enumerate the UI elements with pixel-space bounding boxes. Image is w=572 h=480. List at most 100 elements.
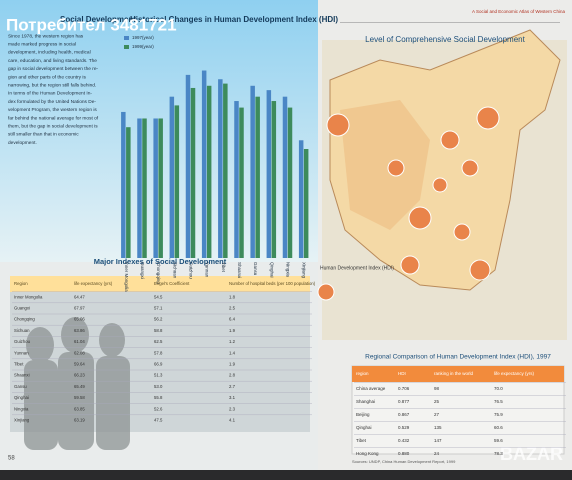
table-cell: 2.5 [229,306,236,311]
table-cell: 62.5 [154,339,163,344]
table-cell: Guizhou [14,339,31,344]
table-cell: 63.86 [74,328,85,333]
right-table-header-bg [352,366,564,382]
bar [158,118,163,258]
bar [137,118,142,258]
table-cell: 55.8 [154,395,163,400]
table-cell: 66.9 [154,362,163,367]
table-cell: Inner Mongolia [14,294,43,299]
watermark: Потребител 3481721 [6,15,177,34]
x-tick-label: Qinghai [269,262,274,278]
table-cell: 70.0 [494,386,503,391]
body-line: still smaller than that in economic [8,132,79,138]
bar [234,101,239,258]
table-cell: 2.3 [229,406,236,411]
table-cell: 27 [434,412,440,417]
table-cell: 59.64 [74,362,85,367]
table-cell: 63.85 [74,406,85,411]
bar [153,118,158,258]
silhouettes [24,317,130,450]
table-cell: 3.1 [229,395,236,400]
table-cell: China average [356,386,386,391]
table-cell: 57.8 [154,350,163,355]
table-cell: 57.1 [154,306,163,311]
table-cell: 56.2 [154,317,163,322]
table-cell: Gansu [14,384,27,389]
table-cell: 0.867 [398,412,410,417]
table-cell: 135 [434,425,442,430]
table-cell: 66.23 [74,373,85,378]
bar [250,85,255,258]
header-note: A Social and Economic Atlas of Western C… [472,9,565,14]
table-cell: 75.9 [494,412,503,417]
bar [298,140,304,258]
bar [223,83,228,258]
body-line: narrowing, but the region still falls be… [8,82,96,88]
table-header: Number of hospital beds (per 100 populat… [229,281,316,286]
bar [169,96,175,259]
table-cell: 63.19 [74,418,85,423]
table-cell: Beijing [356,412,370,417]
body-line: In terms of the Human Development In- [8,91,92,97]
x-tick-label: Sichuan [172,262,177,279]
table-cell: 98 [434,386,440,391]
body-line: gap in social development between the re… [8,66,99,72]
table-cell: Sichuan [14,328,30,333]
table-cell: 24 [434,451,440,456]
table-header: Region [14,281,28,286]
map-region [340,100,430,230]
table-cell: 1.9 [229,328,236,333]
table-cell: Shaanxi [14,373,30,378]
page-number: 58 [8,456,15,462]
map-legend: Human Development Index (HDI) [320,265,394,271]
table-cell: 54.5 [154,294,163,299]
x-tick-label: Gansu [253,262,258,276]
legend-label: 1997(year) [132,35,154,40]
table-header: ranking in the world [434,371,474,376]
table-header: Engel's Coefficient [154,281,190,286]
bar [201,70,207,259]
table-cell: 67.97 [74,306,85,311]
body-line: velopment Program, the western region is [8,107,97,113]
bar [190,87,196,259]
table-cell: 1.8 [229,294,236,299]
bar [255,96,260,259]
bar [126,127,131,258]
table-cell: 47.5 [154,418,163,423]
table-cell: 0.706 [398,386,410,391]
body-line: them, but the gap in social development … [8,123,98,129]
body-line: gion and other parts of the country is [8,74,86,80]
table-cell: 53.0 [154,384,163,389]
table-cell: 58.8 [154,328,163,333]
table-cell: 2.7 [229,384,236,389]
table-cell: 76.5 [494,399,503,404]
table-cell: Qinghai [14,395,29,400]
left-table-title: Major Indexes of Social Development [94,257,227,266]
table-cell: 6.4 [229,317,236,322]
table-cell: 62.08 [74,350,85,355]
bar [142,118,147,258]
table-cell: 0.432 [398,438,410,443]
body-line: far behind the national average for most… [8,115,99,121]
map-bubbles [317,106,500,301]
table-cell: 59.58 [74,395,85,400]
table-cell: 64.47 [74,294,85,299]
table-cell: 4.1 [229,418,236,423]
table-cell: 65.06 [74,317,85,322]
chart-title: Historical Changes in Human Development … [130,15,338,24]
table-cell: Tibet [356,438,367,443]
table-cell: 25 [434,399,440,404]
table-header: life expectancy (yrs) [494,371,535,376]
body-line: development, including health, medical [8,50,91,56]
map-title: Level of Comprehensive Social Developmen… [365,35,525,44]
table-cell: 52.6 [154,406,163,411]
table-cell: 1.2 [229,339,236,344]
bar [271,101,277,258]
table-cell: 0.529 [398,425,410,430]
table-cell: 78.3 [494,451,503,456]
body-line: made marked progress in social [8,41,76,47]
table-cell: 1.4 [229,350,236,355]
table-cell: Qinghai [356,425,372,430]
table-cell: 147 [434,438,442,443]
